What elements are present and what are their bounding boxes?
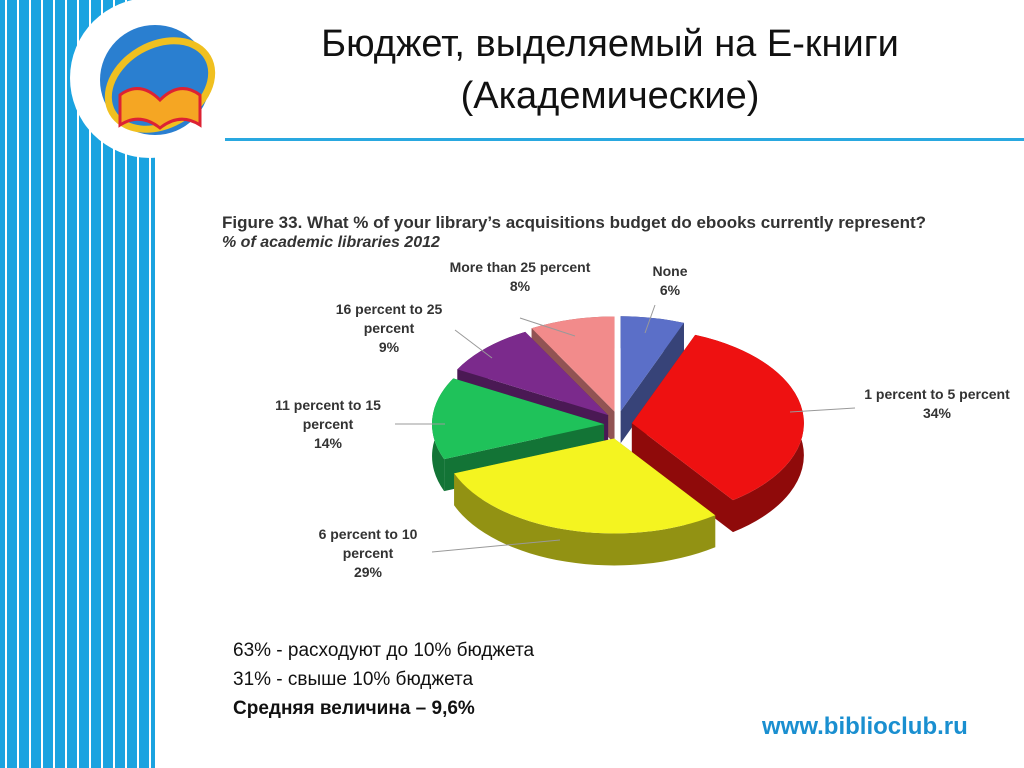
slice (457, 331, 609, 416)
category-label: 1 percent to 5 percent (864, 386, 1010, 402)
leader-line (454, 329, 493, 359)
value-label: 8% (509, 278, 531, 294)
category-label: None (652, 263, 688, 279)
value-label: 9% (378, 339, 400, 355)
slide-title: Бюджет, выделяемый на Е-книги (Академиче… (230, 18, 990, 122)
chart-title: Figure 33. What % of your library’s acqu… (222, 213, 927, 232)
category-label: 6 percent to 10 percent (318, 526, 418, 561)
leader-line (431, 539, 561, 553)
slice-label: 16 percent to 25 percent 9% (314, 300, 464, 357)
notes: 63% - расходуют до 10% бюджета 31% - свы… (233, 636, 534, 723)
slice-wall (631, 423, 733, 533)
title-line: Бюджет, выделяемый на Е-книги (321, 23, 899, 65)
chart-subtitle: % of academic libraries 2012 (222, 234, 440, 251)
value-label: 34% (922, 405, 952, 421)
title-line: (Академические) (460, 75, 760, 117)
category-label: More than 25 percent (449, 259, 591, 275)
leader-line (519, 317, 576, 337)
slice (454, 438, 716, 534)
category-label: 11 percent to 15 percent (275, 397, 381, 432)
note: Средняя величина – 9,6% (233, 698, 475, 719)
note: 63% - расходуют до 10% бюджета (233, 640, 535, 661)
slice (531, 316, 615, 412)
value-label: 6% (659, 282, 681, 298)
leader-line (789, 407, 856, 413)
slice (631, 334, 804, 501)
category-label: 16 percent to 25 percent (335, 301, 443, 336)
slice-label: More than 25 percent 8% (445, 258, 595, 296)
value-label: 29% (353, 564, 383, 580)
slice (432, 378, 605, 460)
leader-line (644, 304, 656, 334)
slice-wall (620, 322, 684, 444)
slice-label: 6 percent to 10 percent 29% (293, 525, 443, 582)
slice-label: 1 percent to 5 percent 34% (862, 385, 1012, 423)
slice-side (454, 473, 716, 566)
slice-label: None 6% (595, 262, 745, 300)
slice (620, 316, 684, 412)
slice-label: 11 percent to 15 percent 14% (253, 396, 403, 453)
value-label: 14% (313, 435, 343, 451)
logo (70, 0, 230, 158)
footer-url: www.biblioclub.ru (762, 713, 968, 740)
title-rule (225, 138, 1024, 141)
note: 31% - свыше 10% бюджета (233, 669, 474, 690)
